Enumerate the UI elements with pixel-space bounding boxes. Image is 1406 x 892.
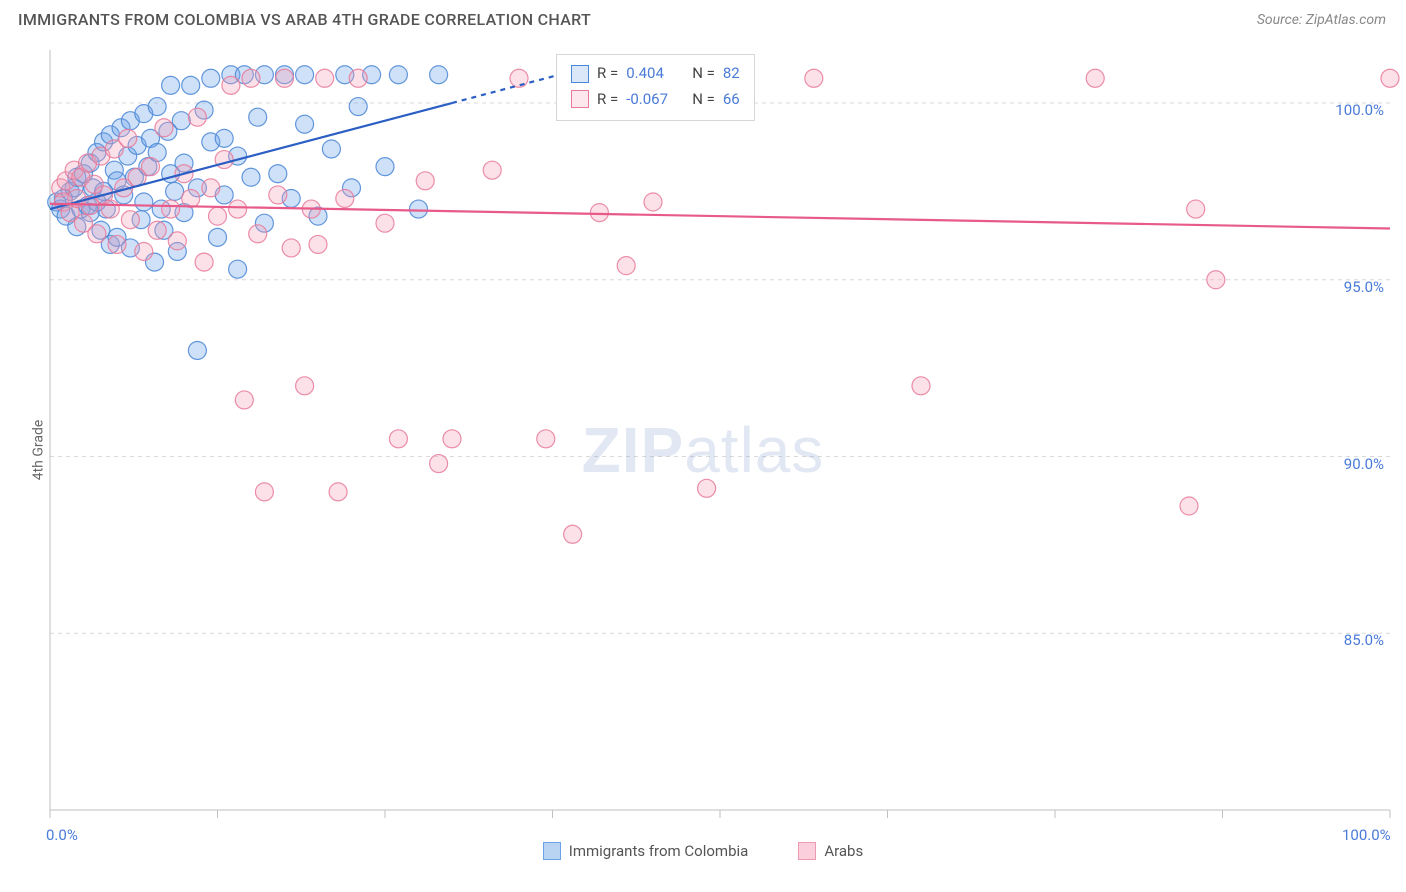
y-axis-label: 4th Grade	[30, 420, 46, 481]
stats-r-value: 0.404	[626, 61, 684, 87]
y-tick-label: 90.0%	[1344, 455, 1384, 473]
stats-swatch-icon	[571, 65, 589, 83]
stats-r-value: -0.067	[626, 87, 684, 113]
stats-swatch-icon	[571, 90, 589, 108]
stats-n-label: N =	[692, 61, 715, 87]
stats-n-value: 66	[723, 87, 740, 113]
legend-swatch-icon	[543, 842, 561, 860]
legend-item-arabs: Arabs	[798, 842, 863, 860]
y-tick-label: 95.0%	[1344, 278, 1384, 296]
y-tick-label: 85.0%	[1344, 631, 1384, 649]
stats-n-value: 82	[723, 61, 740, 87]
stats-row: R = -0.067 N = 66	[571, 87, 740, 113]
stats-row: R = 0.404 N = 82	[571, 61, 740, 87]
legend: Immigrants from Colombia Arabs	[0, 838, 1406, 860]
legend-label: Arabs	[824, 842, 863, 860]
legend-item-colombia: Immigrants from Colombia	[543, 842, 749, 860]
stats-r-label: R =	[597, 87, 618, 113]
legend-swatch-icon	[798, 842, 816, 860]
y-tick-label: 100.0%	[1335, 101, 1384, 119]
stats-r-label: R =	[597, 61, 618, 87]
correlation-stats-box: R = 0.404 N = 82 R = -0.067 N = 66	[556, 54, 755, 121]
legend-label: Immigrants from Colombia	[569, 842, 749, 860]
stats-n-label: N =	[692, 87, 715, 113]
scatter-chart	[0, 40, 1406, 860]
chart-title: IMMIGRANTS FROM COLOMBIA VS ARAB 4TH GRA…	[18, 10, 591, 29]
source-credit: Source: ZipAtlas.com	[1257, 12, 1386, 28]
chart-container: ZIPatlas 4th Grade R = 0.404N = 82R = -0…	[0, 40, 1406, 860]
